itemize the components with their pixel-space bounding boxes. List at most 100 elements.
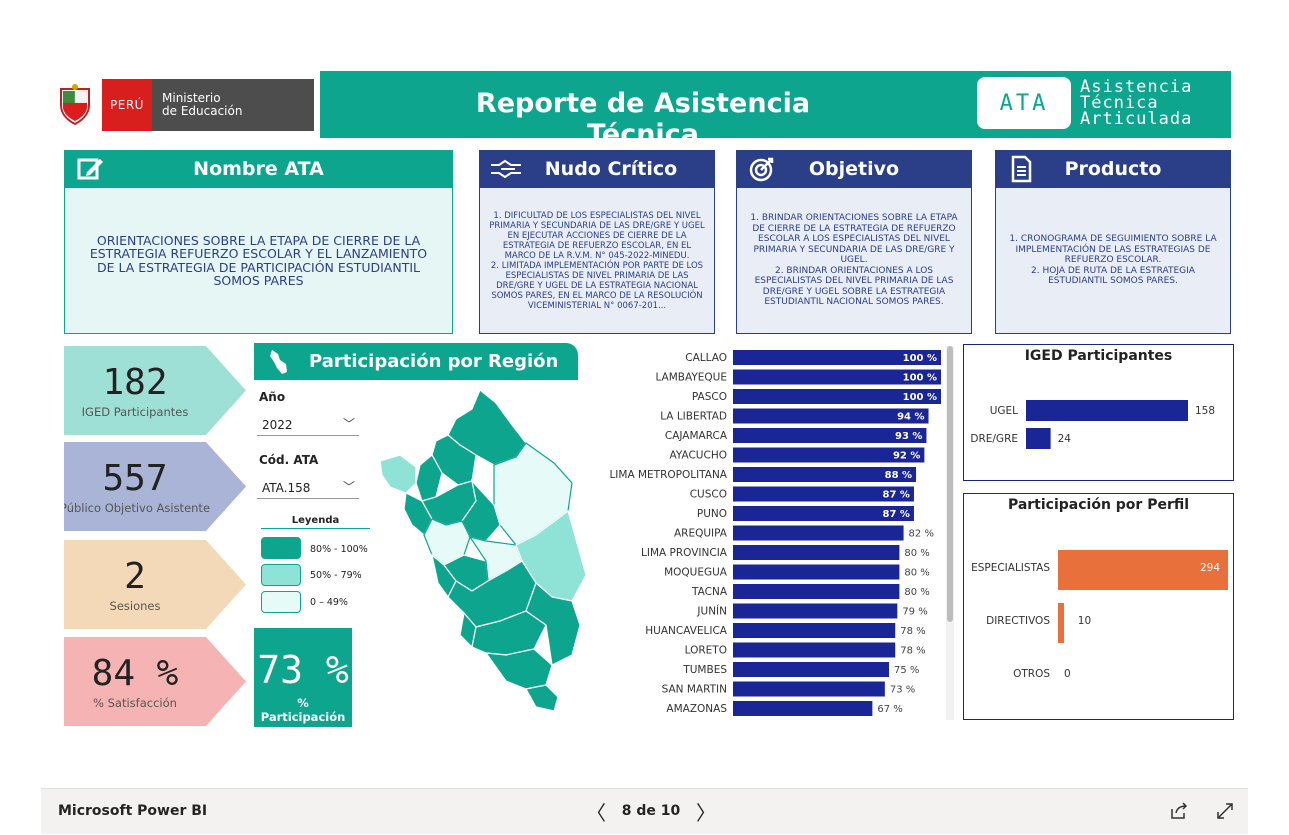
region-panel-title: Participación por Región — [309, 351, 559, 372]
ata-full-line2: Técnica — [1080, 93, 1159, 113]
region-category-label: AREQUIPA — [674, 528, 728, 540]
iged-bar-chart[interactable]: UGEL 158 DRE/GRE 24 — [964, 385, 1233, 475]
region-bar[interactable] — [733, 603, 898, 619]
card-objetivo-header: Objetivo — [736, 150, 972, 188]
legend-label-high: 80% - 100% — [310, 544, 368, 555]
legend-label-low: 0 – 49% — [310, 597, 348, 608]
perfil-bar[interactable] — [1058, 550, 1228, 590]
kpi-satisfaccion-label: % Satisfacción — [93, 696, 177, 710]
iged-bar[interactable] — [1026, 400, 1188, 421]
handshake-icon — [491, 159, 521, 179]
perfil-category-label: OTROS — [1013, 668, 1050, 680]
participation-label: % Participación — [260, 696, 346, 724]
region-bar[interactable] — [733, 525, 904, 541]
participation-value: 73 % — [257, 648, 349, 692]
next-page-button[interactable]: 〉 — [696, 800, 716, 825]
code-dropdown-value: ATA.158 — [262, 481, 311, 495]
region-bar[interactable] — [733, 408, 929, 424]
region-category-label: HUANCAVELICA — [645, 625, 728, 637]
peru-region-map[interactable] — [376, 385, 606, 715]
prev-page-button[interactable]: 〈 — [586, 800, 606, 825]
region-category-label: PASCO — [692, 391, 727, 403]
perfil-panel: Participación por Perfil ESPECIALISTAS 29… — [963, 493, 1234, 720]
chevron-down-icon: ﹀ — [342, 417, 355, 431]
kpi-iged: 182 IGED Participantes — [64, 346, 246, 435]
code-filter-label: Cód. ATA — [259, 453, 319, 467]
perfil-value-label: 0 — [1064, 668, 1071, 680]
region-bar[interactable] — [733, 486, 914, 502]
kpi-publico-label: Público Objetivo Asistente — [59, 501, 211, 515]
region-value-label: 78 % — [900, 626, 925, 637]
ata-badge: ATA — [977, 77, 1071, 129]
region-bar-chart[interactable]: CALLAO 100 % LAMBAYEQUE 100 % PASCO 100 % LA L… — [600, 346, 945, 721]
footer-brand: Microsoft Power BI — [58, 803, 208, 819]
region-bar[interactable] — [733, 564, 900, 580]
region-value-label: 100 % — [903, 392, 937, 403]
region-category-label: TACNA — [691, 586, 728, 598]
region-bar[interactable] — [733, 447, 925, 463]
legend-swatch-high — [261, 537, 301, 559]
card-producto-text: 1. CRONOGRAMA DE SEGUIMIENTO SOBRE LA IM… — [995, 188, 1231, 334]
fullscreen-icon[interactable] — [1215, 801, 1235, 821]
region-bar[interactable] — [733, 428, 927, 443]
region-value-label: 73 % — [890, 685, 915, 696]
perfil-chart-title: Participación por Perfil — [1007, 497, 1190, 513]
logo-ministry-line2: de Educación — [162, 104, 243, 118]
target-icon — [749, 157, 774, 182]
region-bar[interactable] — [733, 681, 885, 697]
region-value-label: 100 % — [903, 373, 937, 384]
card-nudo-text: 1. DIFICULTAD DE LOS ESPECIALISTAS DEL N… — [479, 188, 715, 334]
ata-full-line3: Articulada — [1080, 109, 1193, 129]
region-bar[interactable] — [733, 662, 889, 677]
peru-map-icon — [270, 350, 287, 374]
perfil-bar-chart[interactable]: ESPECIALISTAS 294 DIRECTIVOS 10 OTROS 0 — [964, 534, 1233, 714]
card-nombre-header: Nombre ATA — [64, 150, 453, 188]
region-bar[interactable] — [733, 369, 941, 385]
chart-scrollbar-thumb[interactable] — [947, 346, 953, 622]
kpi-publico-value: 557 — [102, 458, 168, 499]
code-dropdown[interactable]: ATA.158 ﹀ — [257, 475, 359, 499]
region-category-label: AMAZONAS — [666, 703, 727, 715]
card-producto-header: Producto — [995, 150, 1231, 188]
region-value-label: 82 % — [909, 529, 934, 540]
year-dropdown[interactable]: 2022 ﹀ — [257, 412, 359, 436]
region-bar[interactable] — [733, 506, 914, 521]
card-producto-title: Producto — [1064, 158, 1162, 180]
region-bar[interactable] — [733, 467, 917, 482]
region-bar[interactable] — [733, 350, 941, 365]
region-bar[interactable] — [733, 584, 900, 599]
region-category-label: LORETO — [685, 645, 727, 657]
powerbi-footer: Microsoft Power BI 〈 8 de 10 〉 — [41, 788, 1248, 834]
region-value-label: 80 % — [904, 548, 929, 559]
region-category-label: CAJAMARCA — [665, 430, 728, 442]
iged-chart-title: IGED Participantes — [1024, 348, 1173, 364]
kpi-sesiones-label: Sesiones — [109, 599, 161, 613]
report-title: Reporte de Asistencia Técnica — [475, 88, 811, 150]
region-category-label: LIMA PROVINCIA — [641, 547, 728, 559]
region-bar[interactable] — [733, 642, 896, 658]
kpi-publico: 557 Público Objetivo Asistente — [64, 442, 246, 531]
region-bar[interactable] — [733, 545, 900, 560]
perfil-category-label: DIRECTIVOS — [986, 615, 1050, 627]
region-value-label: 93 % — [895, 431, 922, 442]
region-value-label: 79 % — [902, 607, 927, 618]
share-icon[interactable] — [1169, 801, 1189, 821]
kpi-iged-label: IGED Participantes — [81, 405, 189, 419]
legend-title: Leyenda — [261, 515, 370, 529]
region-value-label: 92 % — [893, 451, 920, 462]
iged-bar[interactable] — [1026, 428, 1051, 449]
kpi-iged-value: 182 — [102, 362, 168, 403]
region-bar[interactable] — [733, 701, 873, 716]
iged-value-label: 158 — [1195, 405, 1215, 417]
region-category-label: CALLAO — [685, 352, 727, 364]
year-dropdown-value: 2022 — [262, 418, 293, 432]
logo-country: PERÚ — [102, 79, 152, 131]
region-bar[interactable] — [733, 389, 941, 404]
kpi-satisfaccion: 84 % % Satisfacción — [64, 637, 246, 726]
region-bar[interactable] — [733, 623, 896, 638]
iged-panel: IGED Participantes UGEL 158 DRE/GRE 24 — [963, 344, 1234, 481]
region-category-label: AYACUCHO — [670, 450, 727, 462]
page-indicator: 8 de 10 — [621, 803, 681, 819]
perfil-bar[interactable] — [1058, 603, 1064, 643]
